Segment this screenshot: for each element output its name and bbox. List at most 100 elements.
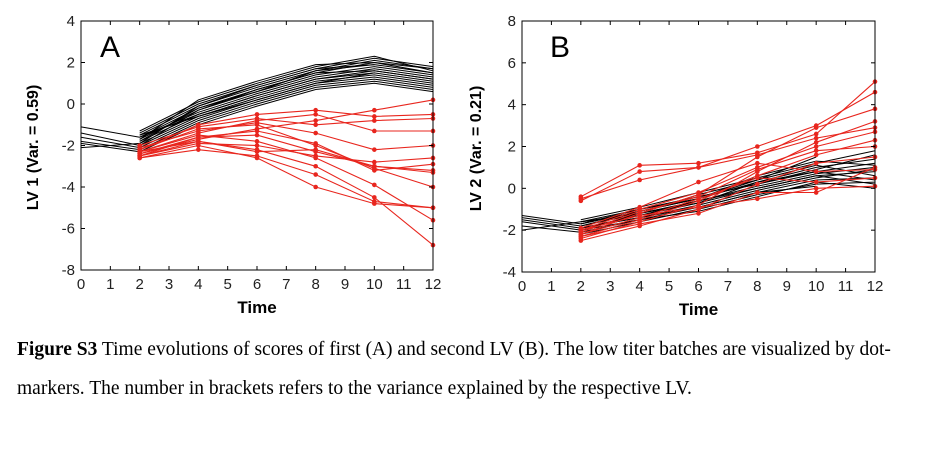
series-line bbox=[139, 113, 433, 153]
series-line bbox=[580, 166, 876, 237]
data-point bbox=[372, 168, 377, 173]
data-point bbox=[313, 130, 318, 136]
figure-caption: Figure S3 Time evolutions of scores of f… bbox=[17, 330, 932, 408]
x-tick-label: 11 bbox=[838, 278, 854, 295]
x-axis-label: Time bbox=[237, 298, 276, 317]
data-point bbox=[313, 163, 318, 169]
y-tick-label: -2 bbox=[62, 138, 75, 155]
data-point bbox=[254, 128, 260, 134]
data-point bbox=[372, 114, 377, 119]
low-titer-series-group bbox=[137, 97, 436, 248]
data-point bbox=[813, 135, 819, 141]
data-point bbox=[637, 204, 642, 210]
series-line bbox=[580, 177, 876, 235]
data-point bbox=[755, 190, 760, 195]
early-series-line bbox=[80, 136, 140, 149]
series-line bbox=[580, 181, 876, 233]
y-tick-label: 2 bbox=[67, 55, 75, 72]
data-point bbox=[313, 153, 318, 159]
x-tick-label: 1 bbox=[106, 276, 114, 293]
data-point bbox=[254, 139, 260, 144]
x-tick-label: 3 bbox=[165, 276, 173, 293]
panel-label: A bbox=[100, 31, 120, 64]
x-tick-label: 12 bbox=[425, 276, 442, 293]
data-point bbox=[696, 179, 701, 185]
x-tick-label: 12 bbox=[867, 278, 884, 295]
data-point bbox=[696, 160, 701, 166]
x-tick-label: 8 bbox=[753, 278, 761, 295]
data-point bbox=[637, 221, 642, 227]
low-titer-series-group bbox=[578, 79, 878, 243]
data-point bbox=[372, 201, 377, 206]
x-tick-label: 9 bbox=[783, 278, 791, 295]
data-point bbox=[313, 122, 318, 128]
series-line bbox=[139, 80, 434, 151]
data-point bbox=[755, 144, 760, 149]
series-line bbox=[580, 162, 876, 229]
y-tick-label: 2 bbox=[508, 139, 516, 156]
data-point bbox=[813, 186, 819, 191]
data-point bbox=[254, 116, 260, 121]
series-line bbox=[580, 154, 876, 227]
series-line bbox=[139, 99, 434, 155]
data-point bbox=[813, 148, 819, 153]
series-line bbox=[139, 140, 434, 246]
series-line bbox=[139, 122, 434, 151]
data-point bbox=[137, 153, 142, 159]
x-tick-label: 0 bbox=[518, 278, 526, 295]
x-tick-label: 3 bbox=[606, 278, 614, 295]
early-series-line bbox=[521, 219, 581, 229]
series-line bbox=[139, 142, 434, 163]
early-series-line bbox=[80, 142, 140, 153]
data-point bbox=[196, 124, 201, 130]
data-point bbox=[755, 160, 760, 166]
data-point bbox=[254, 132, 260, 138]
series-line bbox=[139, 134, 434, 221]
early-series-line bbox=[80, 140, 140, 151]
caption-label: Figure S3 bbox=[17, 339, 98, 360]
plot-frame bbox=[521, 20, 876, 273]
data-point bbox=[696, 196, 701, 202]
series-line bbox=[580, 171, 876, 231]
data-point bbox=[313, 172, 318, 177]
data-point bbox=[755, 167, 760, 172]
data-point bbox=[254, 112, 260, 117]
data-point bbox=[372, 195, 377, 200]
x-tick-label: 7 bbox=[724, 278, 732, 295]
early-series-line bbox=[521, 225, 581, 233]
early-series-line bbox=[521, 217, 581, 227]
batch-series-group bbox=[80, 55, 434, 153]
y-tick-label: 6 bbox=[508, 55, 516, 72]
data-point bbox=[372, 159, 377, 165]
data-point bbox=[813, 144, 819, 149]
data-point bbox=[254, 155, 260, 161]
series-line bbox=[139, 130, 434, 171]
x-tick-label: 5 bbox=[223, 276, 231, 293]
series-line bbox=[139, 78, 434, 149]
series-line bbox=[580, 127, 876, 200]
series-line bbox=[580, 181, 876, 235]
data-point bbox=[313, 112, 318, 117]
data-point bbox=[196, 147, 201, 152]
series-line bbox=[580, 81, 876, 198]
series-line bbox=[139, 144, 434, 209]
x-tick-label: 6 bbox=[694, 278, 702, 295]
data-point bbox=[813, 125, 819, 130]
data-point bbox=[313, 107, 318, 113]
data-point bbox=[813, 131, 819, 137]
data-point bbox=[313, 118, 318, 123]
y-tick-label: 4 bbox=[508, 97, 516, 114]
y-tick-label: -8 bbox=[62, 262, 75, 279]
x-tick-label: 8 bbox=[311, 276, 319, 293]
data-point bbox=[196, 134, 201, 140]
y-axis-label: LV 1 (Var. = 0.59) bbox=[25, 85, 42, 211]
x-tick-label: 11 bbox=[396, 276, 412, 293]
data-point bbox=[578, 238, 584, 243]
early-series-line bbox=[521, 221, 581, 231]
series-line bbox=[580, 131, 876, 231]
x-tick-label: 4 bbox=[635, 278, 643, 295]
data-point bbox=[254, 149, 260, 155]
